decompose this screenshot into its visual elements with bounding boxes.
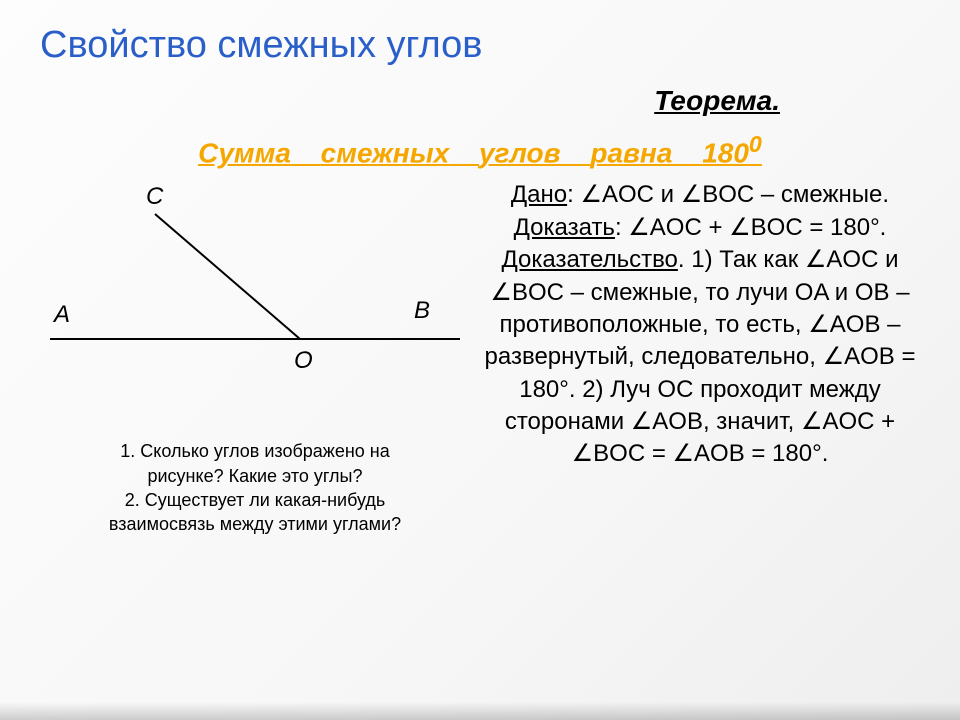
- proof-label: Доказательство: [502, 246, 678, 273]
- bottom-shadow: [0, 702, 960, 720]
- theorem-statement: Сумма смежных углов равна 1800: [40, 131, 920, 169]
- label-c: С: [146, 183, 163, 211]
- question-1-line-2: рисунке? Какие это углы?: [40, 464, 470, 488]
- adjacent-angles-diagram: A B С O: [40, 189, 470, 399]
- label-a: A: [54, 301, 70, 329]
- questions-block: 1. Сколько углов изображено на рисунке? …: [40, 439, 470, 536]
- question-2-line-1: 2. Существует ли какая-нибудь: [40, 488, 470, 512]
- theorem-value: 180: [702, 137, 749, 168]
- proof-body: . 1) Так как ∠AOC и ∠BOC – смежные, то л…: [485, 246, 916, 467]
- theorem-word-4: равна: [590, 137, 672, 168]
- given-text: : ∠AOC и ∠BOC – смежные.: [567, 181, 889, 208]
- theorem-label: Теорема.: [40, 85, 920, 117]
- prove-text: : ∠AOC + ∠BOC = 180°.: [615, 214, 886, 241]
- slide-title: Свойство смежных углов: [40, 24, 920, 67]
- given-label: Дано: [511, 181, 567, 208]
- line-oc: [155, 214, 300, 339]
- question-2-line-2: взаимосвязь между этими углами?: [40, 512, 470, 536]
- theorem-word-2: смежных: [321, 137, 450, 168]
- label-b: B: [414, 297, 430, 325]
- theorem-word-3: углов: [479, 137, 561, 168]
- prove-label: Доказать: [514, 214, 615, 241]
- theorem-degree: 0: [749, 131, 762, 157]
- diagram-svg: [40, 189, 470, 399]
- label-o: O: [294, 347, 313, 375]
- theorem-word-1: Сумма: [198, 137, 291, 168]
- proof-block: Дано: ∠AOC и ∠BOC – смежные. Доказать: ∠…: [480, 179, 920, 536]
- question-1-line-1: 1. Сколько углов изображено на: [40, 439, 470, 463]
